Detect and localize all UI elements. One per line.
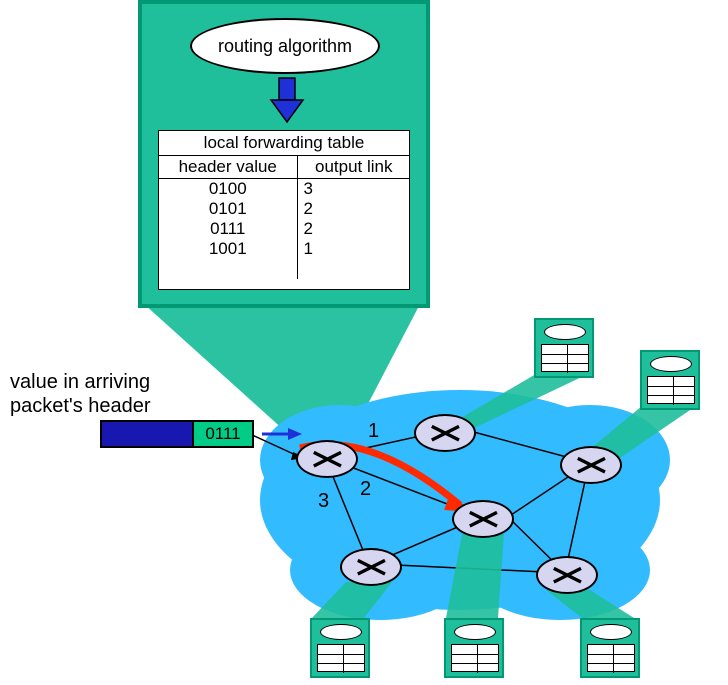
router	[452, 500, 514, 538]
mini-ellipse-icon	[590, 624, 632, 640]
col-header-values: 0100 0101 0111 1001	[159, 179, 298, 279]
router	[296, 440, 358, 478]
table-header: header value output link	[159, 156, 409, 179]
link-label-1: 1	[368, 420, 379, 443]
mini-ellipse-icon	[544, 324, 586, 340]
cell: 0101	[159, 199, 297, 219]
mini-table-icon	[317, 644, 365, 672]
router	[560, 446, 622, 484]
mini-router-panel	[640, 350, 700, 410]
cell: 3	[304, 179, 417, 199]
caption: value in arriving packet's header	[10, 370, 151, 418]
mini-ellipse-icon	[320, 624, 362, 640]
cell: 2	[304, 199, 417, 219]
forwarding-table: local forwarding table header value outp…	[158, 130, 410, 290]
mini-table-icon	[587, 644, 635, 672]
link-label-3: 3	[318, 490, 329, 513]
col-output-links: 3 2 2 1	[298, 179, 417, 279]
packet: 0111	[100, 420, 254, 448]
mini-table-icon	[451, 644, 499, 672]
down-arrow-icon	[267, 76, 307, 126]
mini-ellipse-icon	[454, 624, 496, 640]
mini-router-panel	[310, 618, 370, 678]
packet-header: 0111	[194, 420, 254, 448]
mini-table-icon	[647, 376, 695, 404]
mini-router-panel	[444, 618, 504, 678]
router	[340, 548, 402, 586]
mini-router-panel	[534, 318, 594, 378]
cell: 0100	[159, 179, 297, 199]
packet-value: 0111	[205, 424, 240, 444]
cell: 1001	[159, 239, 297, 259]
router	[414, 414, 476, 452]
ellipse-text: routing algorithm	[218, 36, 352, 57]
forwarding-table-panel: routing algorithm local forwarding table…	[138, 0, 430, 308]
mini-ellipse-icon	[650, 356, 692, 372]
cell: 2	[304, 219, 417, 239]
header-right: output link	[298, 156, 411, 178]
table-title: local forwarding table	[159, 131, 409, 156]
router	[536, 556, 598, 594]
header-left: header value	[159, 156, 298, 178]
caption-line2: packet's header	[10, 394, 151, 418]
link-label-2: 2	[360, 478, 371, 501]
caption-line1: value in arriving	[10, 370, 151, 394]
routing-algorithm-ellipse: routing algorithm	[190, 18, 380, 74]
cell: 1	[304, 239, 417, 259]
mini-table-icon	[541, 344, 589, 372]
cell: 0111	[159, 219, 297, 239]
packet-payload	[100, 420, 194, 448]
table-body: 0100 0101 0111 1001 3 2 2 1	[159, 179, 409, 279]
mini-router-panel	[580, 618, 640, 678]
